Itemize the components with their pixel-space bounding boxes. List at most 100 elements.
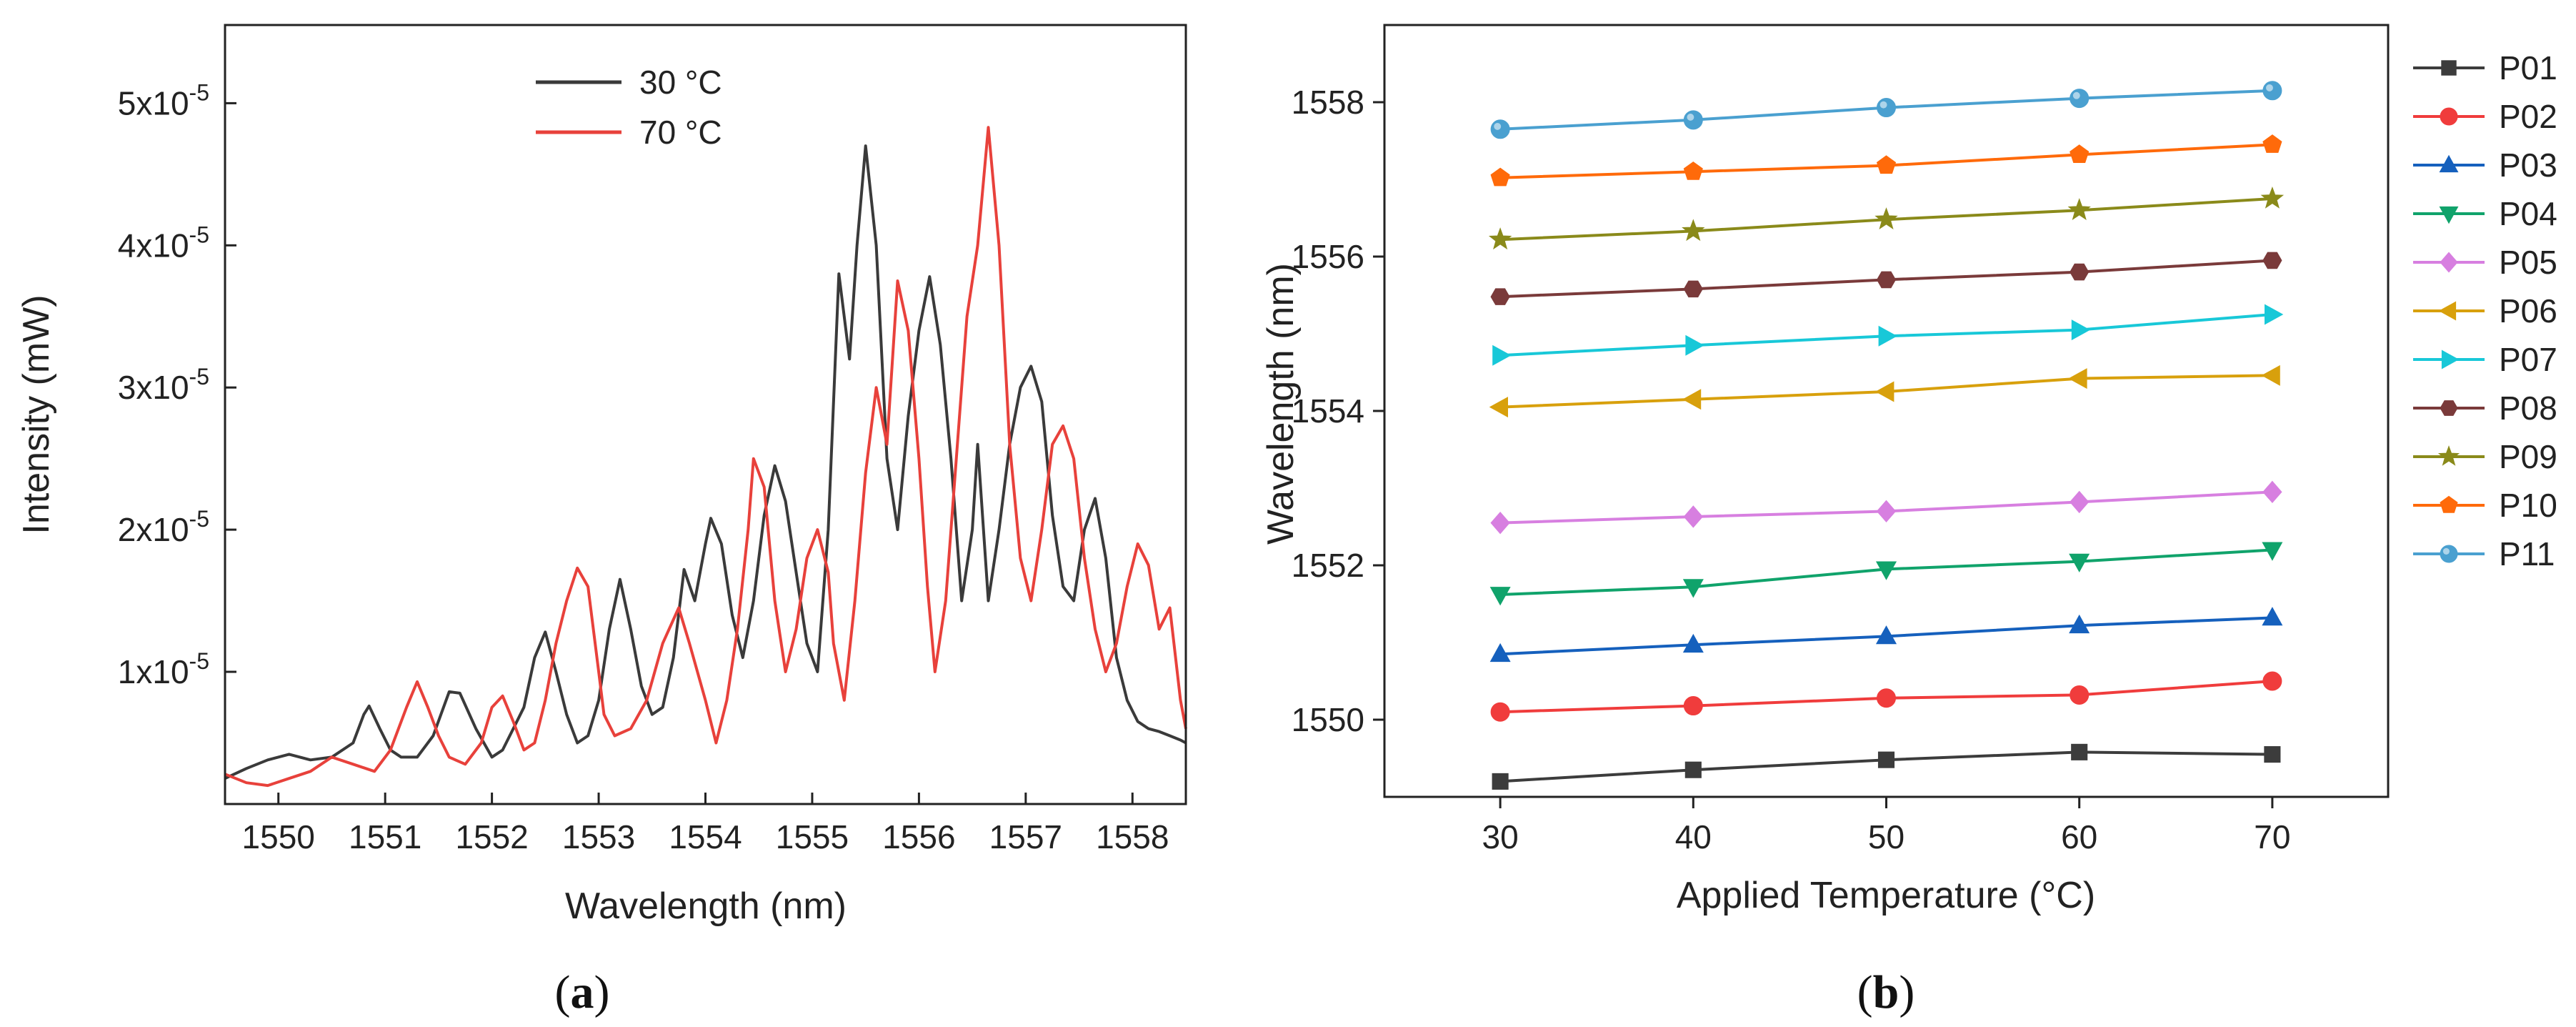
data-point-p03	[2262, 607, 2283, 626]
y-tick-label: 2x10-5	[118, 506, 209, 548]
data-point-p02	[2070, 685, 2090, 705]
y-tick-label: 1558	[1292, 84, 1364, 121]
x-tick-label: 1553	[562, 818, 635, 855]
legend-marker-p02	[2440, 107, 2458, 126]
data-point-p01	[1492, 773, 1509, 790]
legend-label-p09: P09	[2499, 438, 2557, 475]
data-point-p05	[1490, 511, 1510, 535]
legend-label-p04: P04	[2499, 195, 2557, 232]
legend-label-p08: P08	[2499, 390, 2557, 427]
panel-a-y-axis-title: Intensity (mW)	[16, 294, 57, 534]
legend-label-p03: P03	[2499, 147, 2557, 184]
panel-a-legend: 30 °C 70 °C	[536, 64, 722, 151]
data-point-p02	[2262, 671, 2282, 691]
panel-b-label: (b)	[1857, 966, 1915, 1018]
data-point-p11	[1877, 98, 1896, 118]
y-tick-label: 1x10-5	[118, 648, 209, 690]
legend-marker-p07	[2441, 349, 2460, 369]
panel-a-chart: 1550 1551 1552 1553 1554 1555 1556 1557 1558 1x1…	[16, 24, 1187, 1018]
legend-label-70c: 70 °C	[639, 114, 722, 151]
y-tick-label: 1554	[1292, 392, 1364, 430]
panel-b-chart: 30 40 50 60 70 1550 1552 1554 1556 1558 Applied …	[1260, 24, 2557, 1018]
data-point-p07	[1492, 344, 1512, 366]
y-tick-label: 4x10-5	[118, 222, 209, 264]
legend-label-p02: P02	[2499, 98, 2557, 135]
data-point-p11-highlight	[1879, 101, 1887, 109]
data-point-p11	[2070, 89, 2090, 109]
data-point-p09	[1488, 227, 1512, 250]
legend-label-p01: P01	[2499, 49, 2557, 86]
legend-label-30c: 30 °C	[639, 64, 722, 101]
legend-marker-p10	[2440, 495, 2458, 513]
data-point-p08	[1683, 280, 1703, 298]
legend-marker-p03	[2439, 154, 2459, 173]
series-line-70c	[224, 126, 1187, 788]
legend-marker-p11	[2440, 545, 2458, 563]
data-point-p11	[1490, 119, 1510, 139]
data-point-p07	[2265, 304, 2284, 325]
data-point-p11-highlight	[1687, 114, 1694, 121]
legend-marker-p05	[2440, 252, 2458, 273]
data-point-p07	[2071, 319, 2091, 341]
data-point-p08	[2262, 252, 2282, 269]
data-point-p06	[2068, 368, 2087, 390]
legend-marker-p04	[2439, 206, 2459, 224]
data-point-p11	[1683, 110, 1703, 130]
data-point-p06	[1875, 381, 1894, 402]
data-point-p07	[1685, 334, 1704, 356]
x-tick-label: 30	[1482, 818, 1519, 855]
data-point-p03	[1875, 625, 1897, 645]
data-point-p06	[1682, 389, 1702, 410]
data-point-p10	[1683, 161, 1703, 180]
x-tick-label: 1555	[776, 818, 849, 855]
data-point-p01	[1877, 751, 1895, 768]
data-point-p11-highlight	[1494, 122, 1502, 130]
data-point-p05	[2262, 480, 2282, 504]
panel-b-x-axis-title: Applied Temperature (°C)	[1677, 875, 2095, 916]
data-point-p09	[2067, 198, 2091, 220]
x-tick-label: 50	[1868, 818, 1904, 855]
x-tick-label: 1558	[1096, 818, 1169, 855]
x-tick-label: 70	[2254, 818, 2290, 855]
x-tick-label: 1556	[882, 818, 955, 855]
x-tick-label: 40	[1675, 818, 1712, 855]
data-point-p08	[1490, 288, 1510, 305]
x-tick-label: 1552	[455, 818, 528, 855]
data-point-p01	[2264, 746, 2281, 763]
panel-b-plot-frame	[1383, 24, 2390, 798]
x-tick-label: 1554	[669, 818, 742, 855]
data-point-p02	[1877, 688, 1896, 708]
data-point-p04	[1489, 587, 1511, 606]
data-point-p03	[1489, 643, 1511, 663]
panel-a-label: (a)	[555, 966, 610, 1018]
panel-b-y-axis-title: Wavelength (nm)	[1260, 263, 1302, 545]
panel-a-x-axis-title: Wavelength (nm)	[565, 885, 847, 927]
y-tick-label: 3x10-5	[118, 364, 209, 406]
x-tick-label: 1551	[349, 818, 421, 855]
legend-label-p07: P07	[2499, 341, 2557, 378]
x-tick-label: 1550	[242, 818, 315, 855]
data-point-p08	[2070, 263, 2090, 281]
data-point-p07	[1878, 325, 1897, 347]
data-point-p01	[1684, 761, 1702, 778]
data-point-p10	[1490, 167, 1510, 187]
data-point-p06	[2261, 364, 2280, 386]
data-point-p04	[2262, 542, 2283, 561]
legend-label-p10: P10	[2499, 487, 2557, 524]
y-tick-label: 1550	[1292, 701, 1364, 738]
data-point-p05	[1683, 505, 1703, 528]
data-point-p09	[2260, 186, 2285, 209]
data-point-p10	[2262, 134, 2282, 153]
data-point-p03	[2069, 614, 2090, 634]
y-tick-label: 1556	[1292, 238, 1364, 275]
legend-label-p11: P11	[2499, 535, 2555, 572]
legend-marker-p06	[2438, 301, 2457, 321]
panel-b-legend: P01 P02 P03 P04 P05 P06 P07 P08 P09 P10 P11	[2413, 49, 2557, 572]
legend-marker-p08	[2440, 400, 2458, 416]
data-point-p05	[2070, 490, 2090, 514]
data-point-p11-highlight	[2072, 91, 2080, 99]
y-tick-label: 1552	[1292, 547, 1364, 584]
legend-marker-p01	[2441, 60, 2457, 76]
x-tick-label: 1557	[989, 818, 1062, 855]
